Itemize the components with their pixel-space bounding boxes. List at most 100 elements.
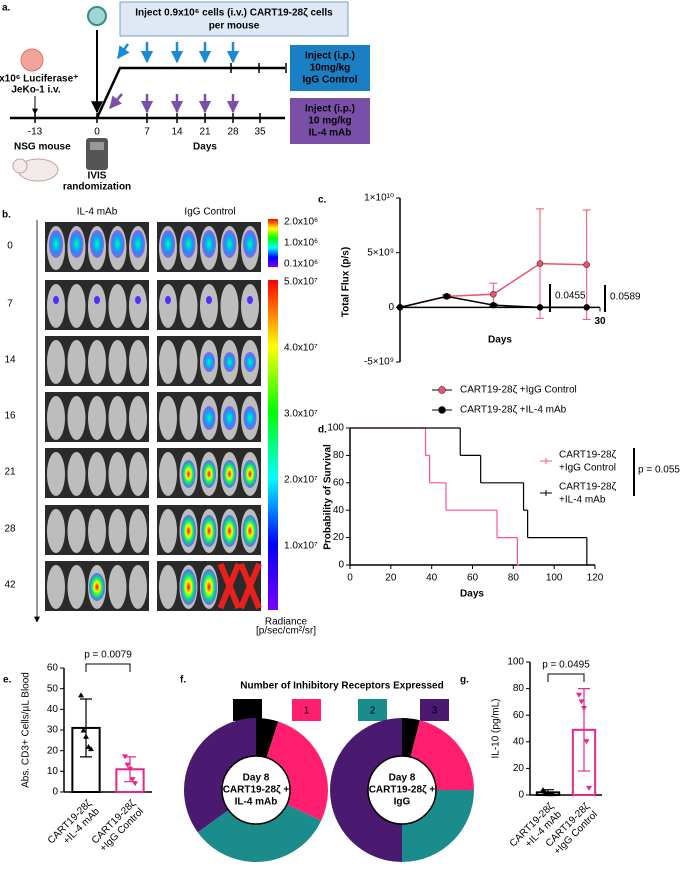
label: 21 [4,467,16,478]
label: p = 0.0495 [542,660,590,671]
point [443,293,450,300]
mouse-image [159,340,177,384]
label: +IgG Control [559,463,616,474]
label: IL-4 mAb [309,128,352,139]
mouse-image [67,565,86,609]
point [129,777,136,783]
label: Radiance [265,617,308,628]
mouse-image [159,452,177,496]
label: 80 [508,573,520,584]
point [78,692,84,698]
label: 21 [199,127,211,138]
signal [69,230,84,258]
mouse-image [47,452,65,496]
signal [223,406,236,430]
ivis-icon [90,142,104,150]
label: 0.0455 [555,291,586,302]
mouse-image [200,284,218,328]
signal [243,460,257,488]
label: [p/sec/cm²/sr] [256,626,316,637]
point [536,260,544,267]
label: 0 [7,241,13,252]
point [550,791,556,797]
mouse-image [108,396,127,440]
label: IL-4 mAb [77,207,118,218]
mouse-image [108,340,127,384]
label: 28 [4,524,16,535]
mouse-image [67,452,86,496]
dead-mark [238,562,262,610]
point [124,762,131,768]
point [576,692,582,698]
donut-segment [410,720,474,790]
donut-segment [183,718,256,833]
label: 1 [304,706,310,717]
signal [89,573,105,601]
label: 7 [144,127,150,138]
label: 4.0x10⁷ [284,343,318,354]
signal [244,352,256,372]
label: Days [193,142,217,153]
mouse-image [47,396,65,440]
donut-hole [367,755,437,825]
label: 80 [513,683,525,694]
ip-arrow [109,93,123,109]
legend-marker [438,406,446,414]
point [132,781,138,787]
label: 10mg/kg [310,63,351,74]
label: 3 [432,706,438,717]
label: JeKo-1 i.v. [11,85,60,96]
mouse-image [159,284,177,328]
label: Inject 0.9x10⁶ cells (i.v.) CART19-28ζ c… [135,8,333,19]
label: 14 [4,355,16,366]
signal [223,352,236,372]
label: CART19-28ζ +IgG Control [460,385,577,396]
inject-box [119,1,349,37]
label: Number of Inhibitory Receptors Expressed [240,681,443,692]
label: 0 [388,302,394,313]
igg-box [290,45,370,91]
signal [165,296,171,304]
error-bar [578,688,590,772]
label: 40 [333,505,345,516]
label: IL-10 (pg/mL) [491,698,502,758]
label: CART19-28ζ [559,450,617,461]
label: 2 [370,706,376,717]
label: 40 [47,704,59,715]
legend-swatch [292,699,321,721]
colorbar [268,280,278,610]
bracket [85,663,131,672]
mouse-image [47,509,65,553]
mouse-image [129,396,147,440]
label: IgG Control [184,207,235,218]
point [583,261,590,268]
signal [180,569,197,605]
point [540,787,546,793]
point [127,766,133,772]
point [536,304,544,311]
label: 0 [347,573,353,584]
label: Day 8 [389,773,416,784]
label: 30 [594,316,606,327]
label: Days [460,589,484,600]
bracket [547,673,585,682]
point [122,754,128,760]
mouse-image [67,340,86,384]
label: 60 [467,573,479,584]
dead-mark [217,562,242,610]
legend-marker [438,386,446,394]
mouse-image [88,509,106,553]
colorbar [268,219,278,267]
mouse-image [241,284,259,328]
signal [161,230,175,258]
label: randomization [63,182,131,193]
point [583,739,590,745]
label: 60 [47,663,59,674]
label: 100 [327,423,344,434]
label: 10 mg/kg [308,116,351,127]
mouse-image [129,565,147,609]
signal [202,460,216,488]
label: 120 [587,573,604,584]
label: CART19-28ζ [559,482,617,493]
